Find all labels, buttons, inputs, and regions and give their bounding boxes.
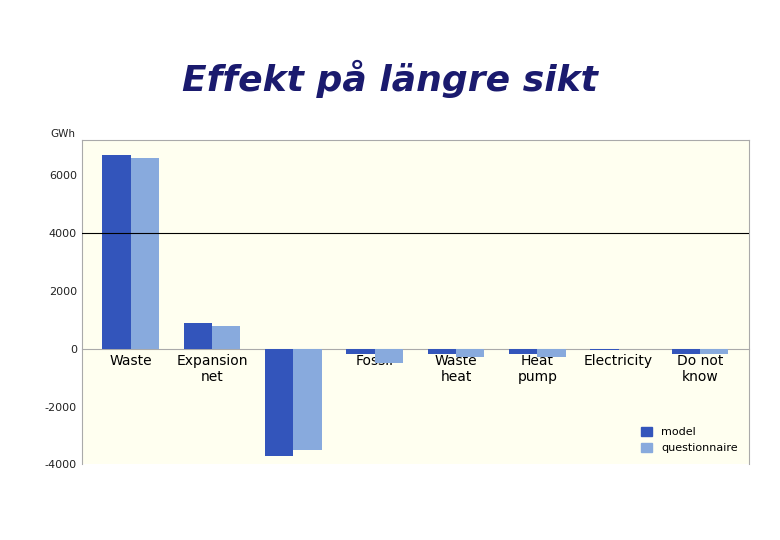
Bar [427, 349, 456, 354]
Text: Effekt på längre sikt: Effekt på längre sikt [182, 60, 598, 98]
Bar [672, 349, 700, 354]
Bar [700, 349, 729, 354]
Bar [183, 322, 212, 349]
Text: Avdelningen för energisystemteknik: Avdelningen för energisystemteknik [555, 513, 768, 526]
Bar [293, 349, 322, 450]
Legend: model, questionnaire: model, questionnaire [636, 421, 743, 459]
Text: CHALMERS: CHALMERS [12, 13, 105, 28]
Bar [212, 326, 240, 349]
Bar [131, 158, 159, 349]
Bar [590, 349, 619, 350]
Bar [509, 349, 537, 354]
Text: Institutionen för energiteknik: Institutionen för energiteknik [12, 513, 185, 526]
Bar [456, 349, 484, 357]
Bar [537, 349, 566, 357]
Text: Chalmers tekniska högskola: Chalmers tekniska högskola [593, 14, 768, 27]
Bar [346, 349, 374, 354]
Bar [102, 155, 131, 349]
Text: GWh: GWh [50, 129, 75, 139]
Bar [265, 349, 293, 456]
Bar [374, 349, 403, 363]
